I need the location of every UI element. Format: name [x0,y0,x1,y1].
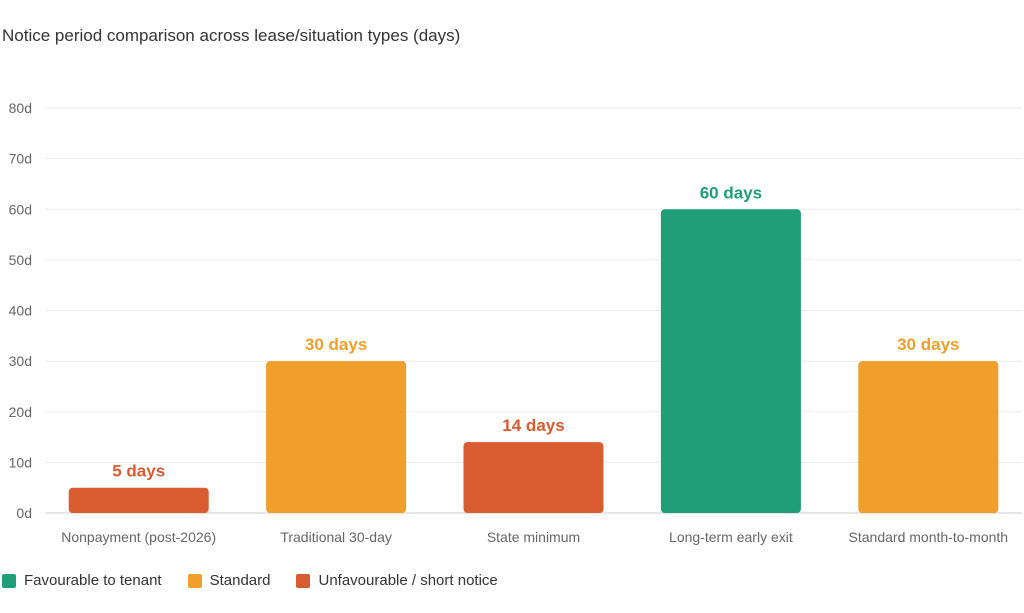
legend: Favourable to tenant Standard Unfavourab… [2,572,524,589]
bars [68,209,999,513]
y-axis-ticks: 0d 10d 20d 30d 40d 50d 60d 70d 80d [9,100,32,521]
y-tick-label: 40d [9,303,32,319]
legend-item-unfavourable[interactable]: Unfavourable / short notice [296,572,498,589]
bar-2[interactable] [266,361,407,513]
legend-swatch-favourable [2,573,16,588]
x-axis-labels: Nonpayment (post-2026) Traditional 30-day… [61,529,1008,545]
x-tick-label: Traditional 30-day [280,529,392,545]
legend-item-standard[interactable]: Standard [187,572,271,589]
y-tick-label: 80d [9,100,32,116]
bar-chart: 0d 10d 20d 30d 40d 50d 60d 70d 80d 5 days 30 days… [9,100,1022,545]
data-label: 60 days [700,183,762,202]
chart-title: Notice period comparison across lease/si… [2,26,461,45]
x-tick-label: Nonpayment (post-2026) [61,529,216,545]
bar-3[interactable] [463,442,604,513]
legend-label-favourable: Favourable to tenant [24,572,162,589]
legend-label-standard: Standard [209,572,271,589]
y-tick-label: 70d [9,151,32,167]
bar-4[interactable] [660,209,801,513]
y-tick-label: 20d [9,404,32,420]
y-tick-label: 0d [16,505,32,521]
legend-swatch-standard [187,573,202,588]
x-tick-label: State minimum [487,529,580,545]
data-label: 30 days [305,335,367,354]
y-tick-label: 30d [9,353,32,369]
y-tick-label: 50d [9,252,32,268]
x-tick-label: Long-term early exit [669,529,793,545]
bar-1[interactable] [68,487,209,513]
data-label: 14 days [502,416,564,435]
legend-label-unfavourable: Unfavourable / short notice [318,572,498,589]
data-label: 5 days [112,462,165,481]
legend-item-favourable[interactable]: Favourable to tenant [2,572,162,589]
legend-swatch-unfavourable [296,573,311,588]
data-label: 30 days [897,335,959,354]
bar-5[interactable] [858,361,999,513]
y-tick-label: 10d [9,454,32,470]
y-tick-label: 60d [9,201,32,217]
x-tick-label: Standard month-to-month [849,529,1009,545]
data-labels: 5 days 30 days 14 days 60 days 30 days [112,183,959,480]
